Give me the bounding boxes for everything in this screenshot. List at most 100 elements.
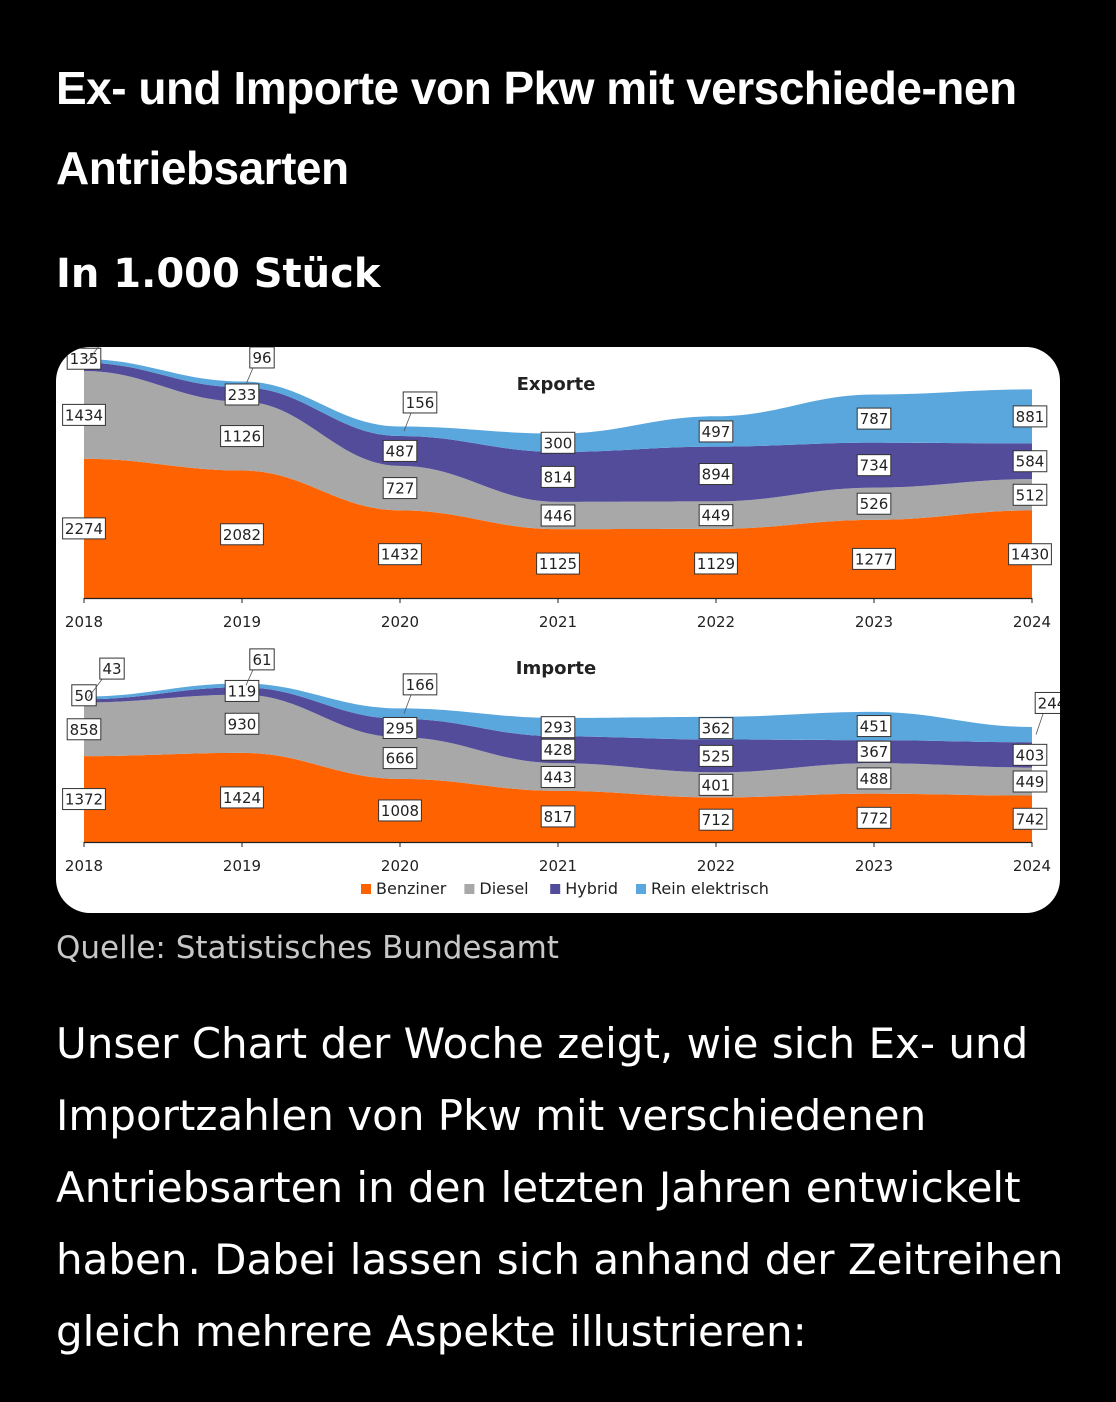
- value-label-importe-benziner-2022-box: [698, 808, 734, 831]
- value-label-importe-rein-elektrisch-2022-box: [698, 717, 734, 740]
- area-exporte-rein-elektrisch: [84, 359, 1032, 452]
- legend-swatch-diesel: [464, 884, 475, 894]
- value-label-exporte-benziner-2022-box: [694, 552, 738, 575]
- value-label-exporte-hybrid-2018-box: [66, 347, 102, 370]
- value-label-importe-diesel-2023-box: [856, 767, 892, 790]
- value-label-exporte-rein-elektrisch-2022: 497: [702, 423, 731, 441]
- value-label-importe-rein-elektrisch-2023: 451: [860, 718, 889, 736]
- area-importe-benziner: [84, 752, 1032, 842]
- value-label-importe-benziner-2019-box: [220, 786, 264, 809]
- value-label-exporte-hybrid-2023-box: [856, 454, 892, 477]
- value-label-exporte-hybrid-2019: 233: [228, 386, 257, 404]
- value-label-importe-hybrid-2020: 295: [386, 719, 415, 737]
- value-label-importe-benziner-2024: 742: [1016, 810, 1045, 828]
- value-label-exporte-diesel-2022-box: [698, 504, 734, 527]
- area-exporte-hybrid: [84, 362, 1032, 502]
- x-tick-label: 2023: [855, 613, 893, 631]
- value-label-exporte-hybrid-2021-box: [540, 465, 576, 488]
- value-label-importe-hybrid-2024: 403: [1016, 746, 1045, 764]
- value-label-exporte-rein-elektrisch-2022-box: [698, 420, 734, 443]
- value-label-exporte-diesel-2021: 446: [544, 507, 573, 525]
- value-label-exporte-hybrid-2019-box: [224, 383, 260, 406]
- leader-line: [403, 692, 413, 714]
- value-label-exporte-hybrid-2023: 734: [860, 457, 889, 475]
- value-label-importe-benziner-2020-box: [378, 799, 422, 822]
- value-label-importe-hybrid-2019: 119: [228, 682, 257, 700]
- value-label-exporte-benziner-2020: 1432: [381, 546, 419, 564]
- value-label-importe-rein-elektrisch-2023-box: [856, 715, 892, 738]
- value-label-importe-diesel-2019: 930: [228, 715, 257, 733]
- value-label-exporte-diesel-2022: 449: [702, 507, 731, 525]
- value-label-importe-diesel-2020: 666: [386, 750, 415, 768]
- value-label-importe-rein-elektrisch-2024-box: [1034, 691, 1060, 714]
- value-label-exporte-hybrid-2022: 894: [702, 466, 731, 484]
- value-label-importe-hybrid-2019-box: [224, 679, 260, 702]
- panel-title-exporte: Exporte: [517, 374, 596, 395]
- value-label-importe-hybrid-2018-box: [71, 684, 97, 707]
- value-label-exporte-hybrid-2018: 135: [70, 350, 99, 368]
- area-exporte-benziner: [84, 458, 1032, 598]
- value-label-importe-diesel-2021-box: [540, 765, 576, 788]
- value-label-exporte-hybrid-2022-box: [698, 463, 734, 486]
- value-label-exporte-diesel-2021-box: [540, 504, 576, 527]
- value-label-exporte-rein-elektrisch-2024: 881: [1016, 408, 1045, 426]
- value-label-importe-diesel-2019-box: [224, 712, 260, 735]
- value-label-exporte-benziner-2018: 2274: [65, 520, 103, 538]
- value-label-exporte-hybrid-2020: 487: [386, 442, 415, 460]
- value-label-importe-rein-elektrisch-2020-box: [402, 673, 438, 696]
- value-label-exporte-benziner-2022: 1129: [697, 555, 735, 573]
- value-label-exporte-hybrid-2021: 814: [544, 468, 573, 486]
- value-label-importe-hybrid-2023: 367: [860, 743, 889, 761]
- chart-subtitle: In 1.000 Stück: [56, 251, 381, 297]
- value-label-importe-diesel-2024: 449: [1016, 773, 1045, 791]
- value-label-importe-benziner-2023: 772: [860, 809, 889, 827]
- value-label-importe-rein-elektrisch-2018: 43: [102, 660, 121, 678]
- value-label-importe-diesel-2018-box: [66, 718, 102, 741]
- value-label-exporte-rein-elektrisch-2023-box: [856, 407, 892, 430]
- value-label-importe-benziner-2019: 1424: [223, 789, 261, 807]
- area-exporte-diesel: [84, 370, 1032, 530]
- leader-line: [87, 676, 105, 699]
- leader-line: [245, 365, 255, 385]
- value-label-exporte-benziner-2019: 2082: [223, 526, 261, 544]
- value-label-importe-benziner-2023-box: [856, 806, 892, 829]
- value-label-importe-hybrid-2023-box: [856, 740, 892, 763]
- value-label-importe-benziner-2021-box: [540, 805, 576, 828]
- value-label-importe-hybrid-2022: 525: [702, 747, 731, 765]
- chart-card: 2018 2019 2020 2021 2022 2023 2024 Exporte 2274 2…: [56, 347, 1060, 913]
- value-label-exporte-rein-elektrisch-2021-box: [540, 431, 576, 454]
- area-importe-rein-elektrisch: [84, 683, 1032, 743]
- x-tick-label: 2022: [697, 857, 735, 875]
- value-label-exporte-diesel-2019: 1126: [223, 428, 261, 446]
- value-label-exporte-rein-elektrisch-2020: 156: [406, 394, 435, 412]
- value-label-exporte-rein-elektrisch-2023: 787: [860, 410, 889, 428]
- value-label-exporte-rein-elektrisch-2019: 96: [252, 349, 271, 367]
- value-label-exporte-hybrid-2024-box: [1012, 450, 1048, 473]
- x-tick-label: 2023: [855, 857, 893, 875]
- value-label-importe-rein-elektrisch-2018-box: [99, 657, 125, 680]
- value-label-importe-benziner-2018-box: [62, 788, 106, 811]
- value-label-importe-hybrid-2024-box: [1012, 743, 1048, 766]
- value-label-importe-diesel-2022: 401: [702, 776, 731, 794]
- legend-label-rein-elektrisch: Rein elektrisch: [651, 879, 769, 898]
- value-label-importe-rein-elektrisch-2024: 244: [1038, 694, 1060, 712]
- value-label-importe-benziner-2024-box: [1012, 807, 1048, 830]
- value-label-exporte-diesel-2023: 526: [860, 495, 889, 513]
- value-label-exporte-benziner-2019-box: [220, 523, 264, 546]
- value-label-exporte-diesel-2023-box: [856, 492, 892, 515]
- value-label-exporte-rein-elektrisch-2024-box: [1012, 405, 1048, 428]
- legend-swatch-hybrid: [550, 884, 561, 894]
- value-label-importe-rein-elektrisch-2020: 166: [406, 676, 435, 694]
- panel-title-importe: Importe: [516, 658, 596, 679]
- legend-label-benziner: Benziner: [376, 879, 447, 898]
- value-label-importe-diesel-2018: 858: [70, 721, 99, 739]
- value-label-importe-hybrid-2022-box: [698, 744, 734, 767]
- value-label-exporte-benziner-2024-box: [1008, 543, 1052, 566]
- value-label-exporte-benziner-2018-box: [62, 517, 106, 540]
- value-label-exporte-diesel-2020: 727: [386, 480, 415, 498]
- legend-swatch-benziner: [361, 884, 371, 894]
- value-label-importe-diesel-2021: 443: [544, 768, 573, 786]
- value-label-exporte-diesel-2024: 512: [1016, 486, 1045, 504]
- value-label-exporte-diesel-2018-box: [62, 403, 106, 426]
- value-label-exporte-hybrid-2024: 584: [1016, 453, 1045, 471]
